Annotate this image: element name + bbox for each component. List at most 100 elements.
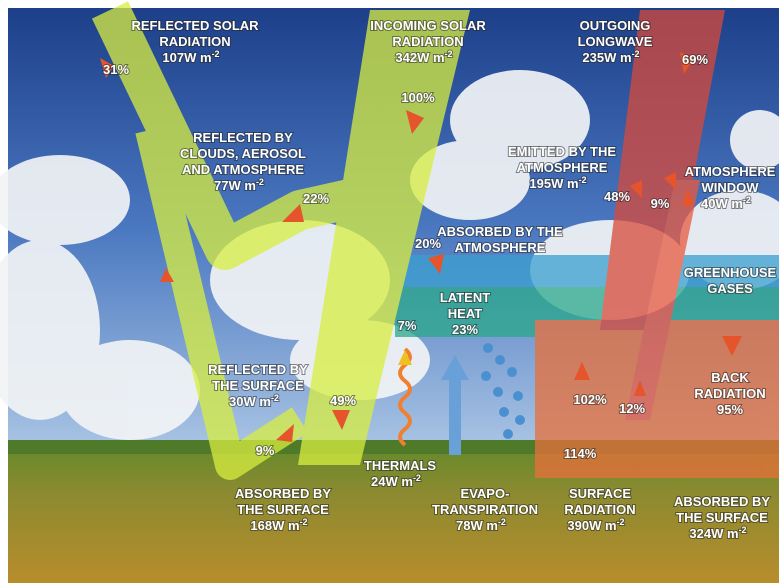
label-line: THE SURFACE [237,502,329,517]
arrowheads [100,52,742,442]
label-unit: 77W m [214,178,256,193]
flows [91,1,779,480]
thermals-wave [398,347,412,447]
label-line: EMITTED BY THE [508,144,616,159]
label-line: 95% [717,402,743,417]
atmosphere-band [400,255,779,287]
label-exponent: -2 [413,473,421,483]
label: ATMOSPHERE WINDOW 40W m-2 [685,164,776,211]
label-unit: 195W m [529,176,578,191]
label-unit: 78W m [456,518,498,533]
reflected-surface-band [135,126,309,480]
label-line: LONGWAVE [578,34,653,49]
label: REFLECTED BY CLOUDS, AEROSOL AND ATMOSPHER… [180,130,306,193]
percent-label: 31% [103,62,129,77]
label-line: ABSORBED BY THE [437,224,563,239]
percent-label: 7% [398,318,417,333]
percent-label: 100% [401,90,435,105]
label-line: RADIATION [159,34,230,49]
label-line: OUTGOING [580,18,651,33]
percent-label: 114% [564,446,597,461]
percent-label: 9% [651,196,670,211]
label-line: RADIATION [392,34,463,49]
percent-label: 69% [682,52,708,67]
label-line: ATMOSPHERE [455,240,546,255]
label: LATENT HEAT 23% [440,290,490,337]
label-line: ABSORBED BY [235,486,331,501]
label-exponent: -2 [256,177,264,187]
percent-label: 12% [619,401,645,416]
label-exponent: -2 [498,517,506,527]
label-line: REFLECTED SOLAR [131,18,259,33]
window-band [625,180,700,420]
percent-label: 48% [604,189,630,204]
label: ABSORBED BY THE SURFACE 324W m-2 [674,494,770,541]
label: SURFACE RADIATION 390W m-2 [564,486,635,533]
label-line: THE SURFACE [676,510,768,525]
label-line: EVAPO- [461,486,510,501]
percent-label: 9% [256,443,275,458]
label-line: REFLECTED BY [193,130,293,145]
label: GREENHOUSE GASES [684,265,777,296]
label: REFLECTED SOLAR RADIATION 107W m-2 [131,18,259,65]
percent-label: 22% [303,191,329,206]
label-line: THERMALS [364,458,437,473]
incoming-solar-band [298,10,470,465]
label-exponent: -2 [632,49,640,59]
label-line: RADIATION [564,502,635,517]
label-line: AND ATMOSPHERE [182,162,304,177]
label-line: RADIATION [694,386,765,401]
outgoing-longwave-band [600,10,725,330]
label-exponent: -2 [212,49,220,59]
percent-label: 49% [330,393,356,408]
label: REFLECTED BY THE SURFACE 30W m-2 [208,362,308,409]
label: ABSORBED BY THE ATMOSPHERE [437,224,563,255]
label-line: HEAT [448,306,482,321]
label: THERMALS 24W m-2 [364,458,437,489]
label-unit: 24W m [371,474,413,489]
label-unit: 168W m [250,518,299,533]
label-exponent: -2 [300,517,308,527]
label-exponent: -2 [617,517,625,527]
label-exponent: -2 [271,393,279,403]
label-line: LATENT [440,290,490,305]
label-unit: 342W m [395,50,444,65]
label-line: INCOMING SOLAR [370,18,486,33]
label: INCOMING SOLAR RADIATION 342W m-2 [370,18,486,65]
labels: REFLECTED SOLAR RADIATION 107W m-2INCOMING… [102,17,778,542]
label: ABSORBED BY THE SURFACE 168W m-2 [235,486,331,533]
label-line: 23% [452,322,478,337]
label-line: ABSORBED BY [674,494,770,509]
label-unit: 107W m [162,50,211,65]
label-exponent: -2 [739,525,747,535]
label-line: TRANSPIRATION [432,502,538,517]
label-line: ATMOSPHERE [517,160,608,175]
label-line: ATMOSPHERE [685,164,776,179]
percent-label: 102% [573,392,607,407]
percent-label: 20% [415,236,441,251]
label-exponent: -2 [579,175,587,185]
label-unit: 40W m [701,196,743,211]
label-unit: 30W m [229,394,271,409]
label-exponent: -2 [743,195,751,205]
label-line: REFLECTED BY [208,362,308,377]
reflected-clouds-band [91,1,395,270]
label-line: WINDOW [701,180,759,195]
label: BACK RADIATION 95% [694,370,765,417]
label-unit: 390W m [567,518,616,533]
label-unit: 324W m [689,526,738,541]
label: EVAPO-TRANSPIRATION 78W m-2 [432,486,538,533]
label-line: THE SURFACE [212,378,304,393]
label-line: CLOUDS, AEROSOL [180,146,306,161]
label-line: GASES [707,281,753,296]
label-line: GREENHOUSE [684,265,777,280]
label-exponent: -2 [445,49,453,59]
label-line: SURFACE [569,486,631,501]
water-drops [481,343,525,439]
label: EMITTED BY THE ATMOSPHERE 195W m-2 [508,144,616,191]
label-line: BACK [711,370,749,385]
label: OUTGOING LONGWAVE 235W m-2 [578,18,653,65]
label-unit: 235W m [582,50,631,65]
evapo-arrow [441,355,469,455]
